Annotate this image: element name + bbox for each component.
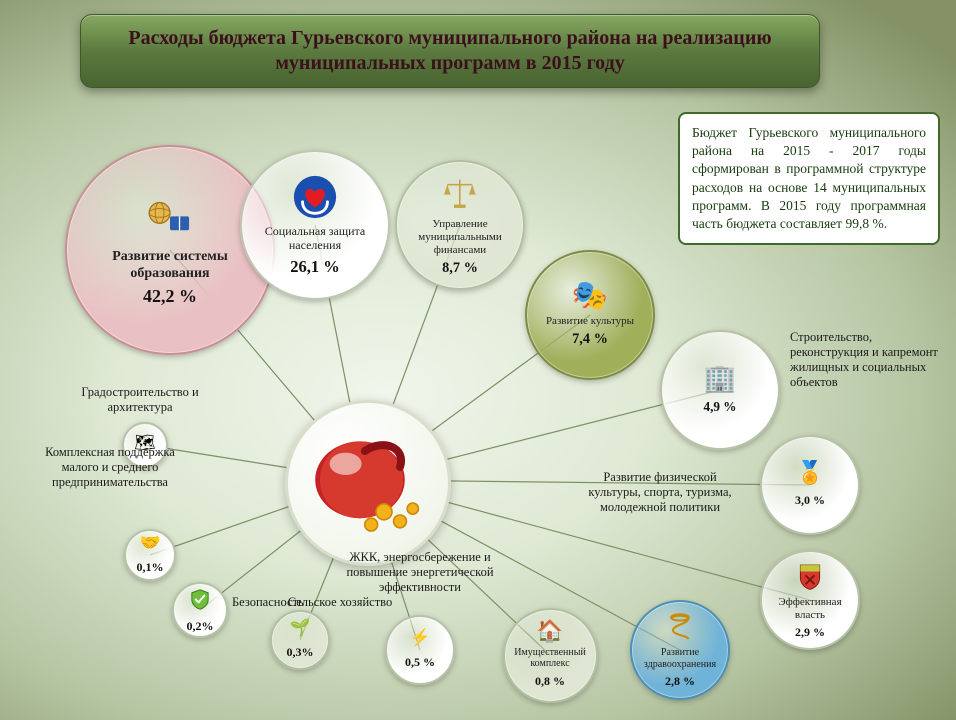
- info-text: Бюджет Гурьевского муниципального района…: [692, 125, 926, 231]
- sport-icon: 🏅: [796, 462, 824, 484]
- node-sport: 🏅 3,0 %: [760, 435, 860, 535]
- node-value: 0,8 %: [535, 674, 565, 689]
- node-label: Развитие здравоохранения: [632, 647, 728, 670]
- node-sme: 🤝 0,1%: [124, 529, 176, 581]
- wallet-icon: [288, 403, 448, 563]
- node-label: Управление муниципальными финансами: [397, 218, 523, 256]
- node-safety: 0,2%: [172, 582, 228, 638]
- coat-icon: [794, 560, 826, 592]
- node-ext-label-urban: Градостроительство и архитектура: [70, 385, 210, 415]
- node-label: Имущественный комплекс: [505, 647, 596, 670]
- title-banner: Расходы бюджета Гурьевского муниципально…: [80, 14, 820, 88]
- node-value: 4,9 %: [704, 399, 737, 415]
- node-value: 2,9 %: [795, 625, 825, 640]
- node-construction: 🏢 4,9 %: [660, 330, 780, 450]
- node-ext-label-sme: Комплексная поддержка малого и среднего …: [35, 445, 185, 490]
- node-culture: 🎭 Развитие культуры 7,4 %: [525, 250, 655, 380]
- node-social: Социальная защита населения 26,1 %: [240, 150, 390, 300]
- house-icon: 🏠: [537, 621, 563, 642]
- energy-icon: ⚡: [410, 630, 431, 647]
- node-ext-label-construction: Строительство, реконструкция и капремонт…: [790, 330, 940, 390]
- node-value: 8,7 %: [442, 260, 478, 277]
- node-finance: Управление муниципальными финансами 8,7 %: [395, 160, 525, 290]
- node-label: Социальная защита населения: [242, 225, 388, 253]
- node-label: Развитие системы образования: [67, 249, 273, 281]
- node-ext-label-zkk: ЖКК, энергосбережение и повышение энерге…: [330, 550, 510, 595]
- node-value: 3,0 %: [795, 493, 825, 508]
- globe-book-icon: [144, 193, 196, 245]
- handshake-icon: 🤝: [140, 535, 161, 552]
- node-agri: 🌱 0,3%: [270, 610, 330, 670]
- node-value: 0,1%: [137, 560, 164, 575]
- node-value: 42,2 %: [143, 286, 197, 307]
- med-icon: [664, 611, 696, 643]
- node-ext-label-safety: Безопасность: [232, 595, 342, 610]
- node-power: Эффективная власть 2,9 %: [760, 550, 860, 650]
- infographic-stage: Расходы бюджета Гурьевского муниципально…: [0, 0, 956, 720]
- page-title: Расходы бюджета Гурьевского муниципально…: [99, 26, 801, 76]
- node-value: 2,8 %: [665, 674, 695, 689]
- node-label: Эффективная власть: [762, 596, 858, 621]
- theater-icon: 🎭: [572, 282, 608, 311]
- node-value: 0,5 %: [405, 655, 435, 670]
- plant-icon: 🌱: [290, 620, 311, 637]
- node-value: 0,3%: [287, 645, 314, 660]
- info-box: Бюджет Гурьевского муниципального района…: [678, 112, 940, 245]
- node-zkk: ⚡ 0,5 %: [385, 615, 455, 685]
- node-label: Развитие культуры: [540, 315, 640, 328]
- node-health: Развитие здравоохранения 2,8 %: [630, 600, 730, 700]
- node-ext-label-sport: Развитие физической культуры, спорта, ту…: [580, 470, 740, 515]
- hub-circle: [285, 400, 451, 566]
- node-value: 26,1 %: [290, 257, 340, 277]
- scales-icon: [439, 173, 481, 215]
- node-value: 7,4 %: [572, 331, 608, 348]
- node-property: 🏠 Имущественный комплекс 0,8 %: [503, 608, 598, 703]
- heart-hands-icon: [291, 173, 339, 221]
- building-icon: 🏢: [703, 365, 736, 392]
- node-value: 0,2%: [187, 619, 214, 634]
- shield-icon: [188, 587, 212, 611]
